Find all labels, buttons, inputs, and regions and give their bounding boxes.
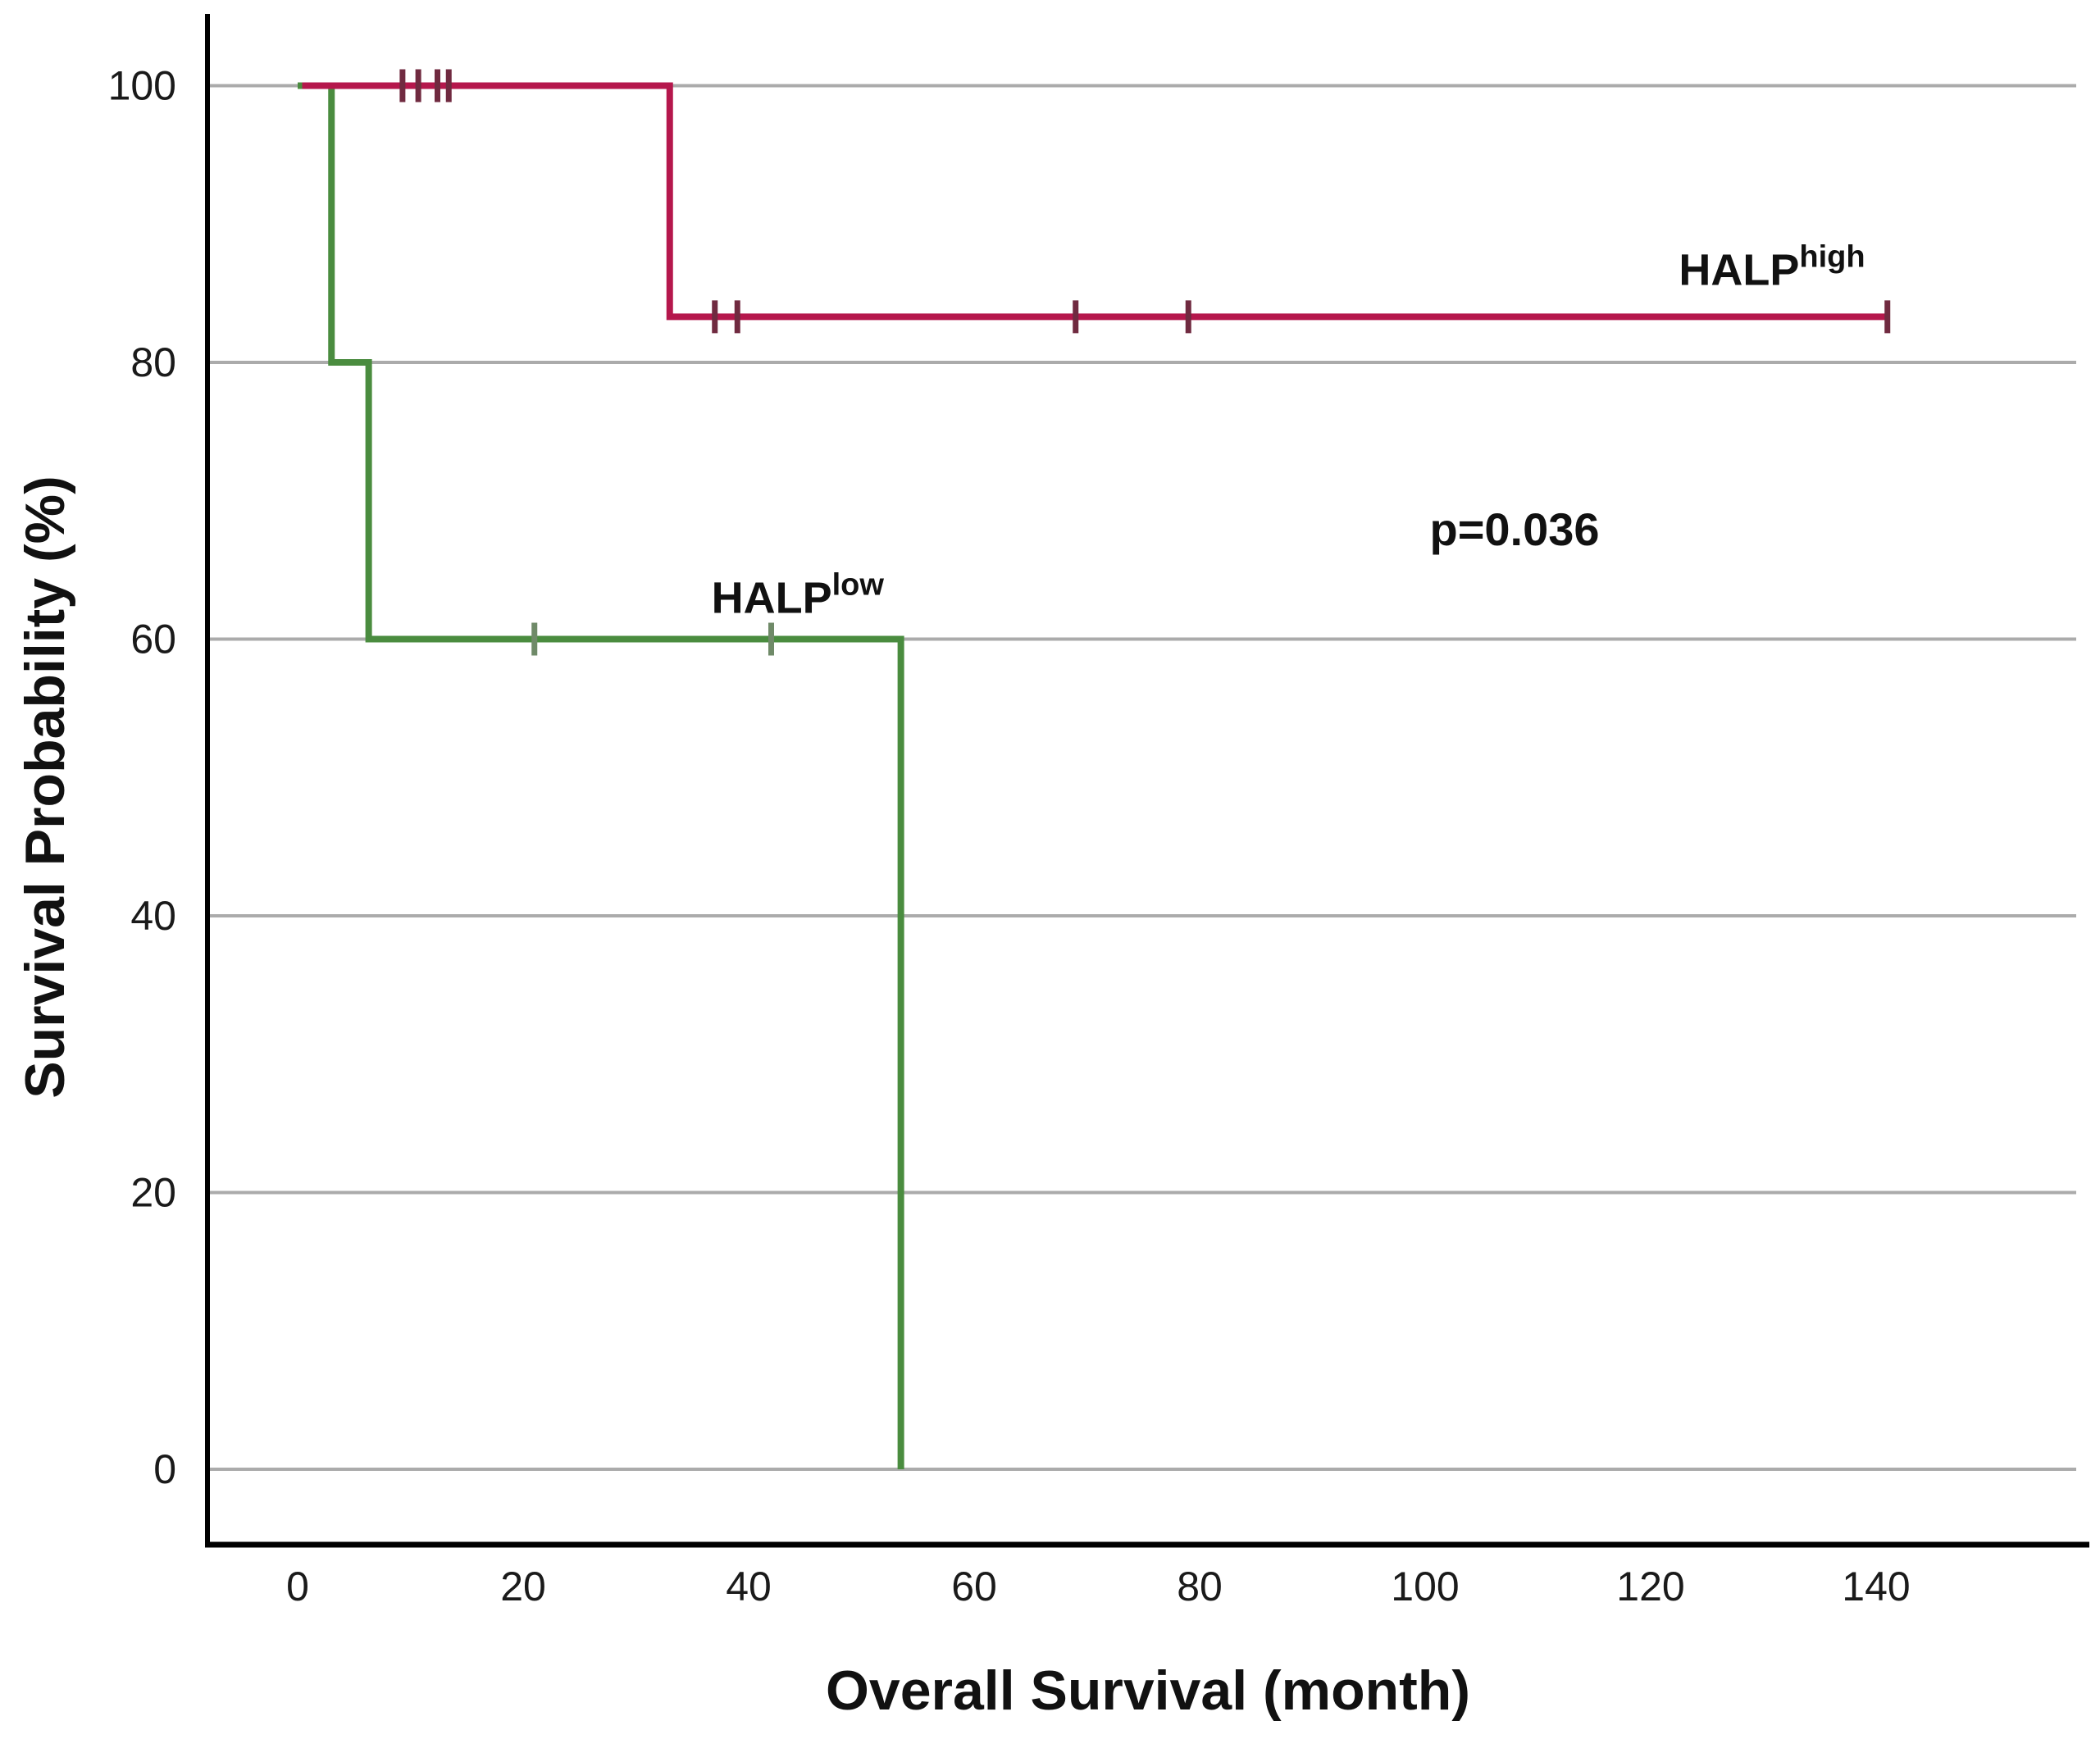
- x-tick-labels: 0 20 40 60 80 100 120 140: [286, 1564, 1911, 1609]
- annotation-layer: HALPhigh HALPlow p=0.036: [712, 240, 1865, 623]
- x-tick-label: 140: [1842, 1564, 1910, 1609]
- y-tick-label: 40: [130, 893, 176, 939]
- series-label-superscript: high: [1799, 240, 1865, 275]
- y-tick-label: 100: [108, 63, 176, 109]
- y-tick-label: 80: [130, 339, 176, 385]
- axes: [205, 14, 2089, 1548]
- p-value-label: p=0.036: [1430, 503, 1600, 555]
- series-label-superscript: low: [832, 567, 885, 602]
- y-tick-label: 20: [130, 1170, 176, 1216]
- series-label: HALPhigh: [1679, 240, 1865, 295]
- x-tick-label: 40: [726, 1564, 772, 1609]
- y-tick-labels: 0 20 40 60 80 100: [108, 63, 176, 1493]
- series-layer: [298, 69, 1891, 1469]
- x-tick-label: 100: [1391, 1564, 1459, 1609]
- y-axis-title: Survival Probability (%): [14, 476, 76, 1099]
- y-tick-label: 60: [130, 617, 176, 662]
- x-tick-label: 120: [1616, 1564, 1684, 1609]
- x-axis-title: Overall Survival (month): [826, 1659, 1470, 1722]
- x-tick-label: 20: [500, 1564, 546, 1609]
- series-line-halp-high: [302, 82, 1888, 321]
- series-line-halp-low: [298, 82, 904, 1469]
- x-tick-label: 60: [951, 1564, 997, 1609]
- x-tick-label: 0: [286, 1564, 309, 1609]
- x-tick-label: 80: [1177, 1564, 1223, 1609]
- series-label: HALPlow: [712, 567, 885, 622]
- y-tick-label: 0: [153, 1446, 176, 1492]
